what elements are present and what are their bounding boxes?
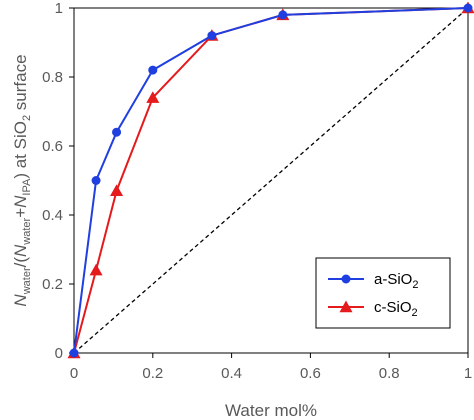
ticks-layer: 0 0.2 0.4 0.6 0.8 1 0 0.2 0.4 0.6 0.8 1 xyxy=(42,0,472,382)
legend-label-main: c-SiO xyxy=(374,299,412,316)
data-point xyxy=(89,263,103,276)
y-axis-title: Nwater/(Nwater+NIPA) at SiO2 surface xyxy=(11,54,33,306)
legend-marker xyxy=(339,300,353,313)
legend-label: c-SiO2 xyxy=(374,299,418,319)
y-label-t1: /( xyxy=(11,257,30,268)
data-point xyxy=(112,127,122,137)
reference-diagonal-line xyxy=(73,7,469,354)
y-tick-label: 0.2 xyxy=(42,276,63,293)
y-label-t4: surface xyxy=(11,54,30,114)
data-point xyxy=(146,91,160,103)
legend-label-sub: 2 xyxy=(412,307,418,319)
series-layer xyxy=(67,1,474,359)
y-label-t2: + xyxy=(11,208,30,218)
y-tick-label: 0.6 xyxy=(42,138,63,155)
legend-item: a-SiO2 xyxy=(328,271,418,291)
x-tick-label: 0.6 xyxy=(300,365,321,382)
legend-item: c-SiO2 xyxy=(328,299,418,319)
x-tick-label: 1 xyxy=(464,365,472,382)
series-a-SiO2 xyxy=(69,3,473,358)
y-label-t3: ) at SiO xyxy=(11,121,30,179)
legend-label-sub: 2 xyxy=(412,279,418,291)
y-label-n3: N xyxy=(11,195,30,208)
y-tick-label: 1 xyxy=(55,0,63,17)
data-point xyxy=(91,176,101,185)
y-tick-label: 0.8 xyxy=(42,69,63,86)
legend-box xyxy=(315,257,451,329)
data-point xyxy=(207,31,217,41)
legend-label-main: a-SiO xyxy=(374,271,412,288)
legend-label: a-SiO2 xyxy=(374,271,418,291)
plot-area xyxy=(73,7,469,354)
y-label-s3: IPA xyxy=(21,178,33,196)
data-point xyxy=(278,10,288,20)
legend-marker xyxy=(341,274,351,284)
data-point xyxy=(148,65,158,75)
x-tick-label: 0.8 xyxy=(379,365,400,382)
x-axis-title: Water mol% xyxy=(225,401,317,420)
y-label-s2: water xyxy=(21,217,33,245)
y-label-s1: water xyxy=(21,267,33,295)
reference-layer xyxy=(73,7,469,354)
y-tick-label: 0.4 xyxy=(42,207,63,224)
x-tick-label: 0.2 xyxy=(142,365,163,382)
y-label-n2: N xyxy=(11,244,30,257)
x-tick-label: 0 xyxy=(70,365,78,382)
y-label-n1: N xyxy=(11,294,30,307)
x-tick-label: 0.4 xyxy=(221,365,242,382)
y-tick-label: 0 xyxy=(55,345,63,362)
data-point xyxy=(69,348,79,358)
y-label-s4: 2 xyxy=(21,115,33,121)
data-point xyxy=(110,184,124,197)
data-point xyxy=(463,3,473,13)
